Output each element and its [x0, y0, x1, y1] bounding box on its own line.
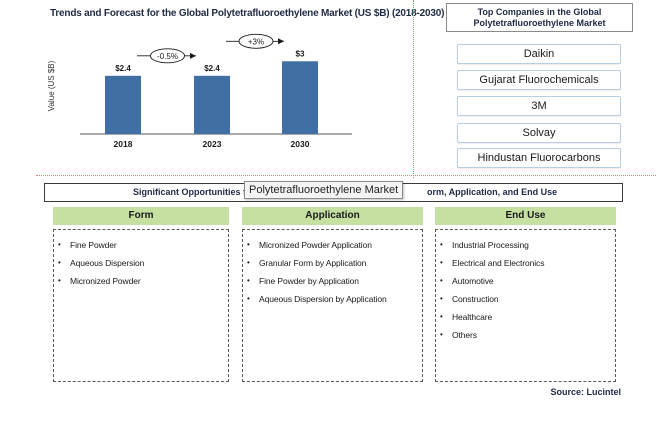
growth-arrow-head	[190, 52, 196, 59]
growth-arrow-head	[278, 38, 284, 45]
company-item: Hindustan Fluorocarbons	[457, 148, 621, 168]
category-header-form: Form	[53, 207, 229, 225]
company-item: Solvay	[457, 123, 621, 143]
list-item: Granular Form by Application	[243, 254, 422, 272]
source-label: Source: Lucintel	[550, 387, 621, 397]
list-item: Automotive	[436, 272, 615, 290]
growth-bubble	[238, 33, 274, 49]
opportunities-title-start: Significant Opportunities for	[133, 187, 255, 197]
list-item: Micronized Powder	[54, 272, 228, 290]
growth-bubble	[150, 48, 185, 64]
top-companies-title: Top Companies in the Global Polytetraflu…	[446, 3, 633, 32]
hover-tooltip: Polytetrafluoroethylene Market	[244, 181, 404, 199]
horizontal-divider	[36, 175, 656, 176]
list-item: Industrial Processing	[436, 236, 615, 254]
list-item: Fine Powder	[54, 236, 228, 254]
category-header-end-use: End Use	[435, 207, 616, 225]
bar-2030	[282, 61, 318, 134]
list-item: Aqueous Dispersion	[54, 254, 228, 272]
category-list-application: Micronized Powder ApplicationGranular Fo…	[242, 229, 423, 382]
list-item: Others	[436, 326, 615, 344]
company-item: Gujarat Fluorochemicals	[457, 70, 621, 90]
category-header-application: Application	[242, 207, 423, 225]
list-item: Micronized Powder Application	[243, 236, 422, 254]
bar-chart: Value (US $B) $2.4 2018 $2.4 2023 $3 2030 -0.5%…	[47, 33, 352, 149]
data-label-2018: $2.4	[115, 64, 131, 73]
chart-title: Trends and Forecast for the Global Polyt…	[50, 8, 445, 19]
list-item: Electrical and Electronics	[436, 254, 615, 272]
bar-2023	[194, 75, 230, 134]
category-list-form: Fine PowderAqueous DispersionMicronized …	[53, 229, 229, 382]
growth-annotation: +3%	[248, 37, 264, 46]
growth-annotation: -0.5%	[157, 52, 178, 61]
vertical-divider	[413, 0, 414, 178]
opportunities-title-end: orm, Application, and End Use	[427, 187, 558, 197]
list-item: Healthcare	[436, 308, 615, 326]
bar-2018	[105, 75, 141, 134]
x-tick-label: 2023	[203, 139, 222, 149]
data-label-2030: $3	[296, 49, 305, 58]
company-item: Daikin	[457, 44, 621, 64]
category-list-end-use: Industrial ProcessingElectrical and Elec…	[435, 229, 616, 382]
list-item: Construction	[436, 290, 615, 308]
x-tick-label: 2030	[291, 139, 310, 149]
y-axis-label: Value (US $B)	[47, 60, 56, 111]
company-item: 3M	[457, 96, 621, 116]
data-label-2023: $2.4	[204, 64, 220, 73]
list-item: Aqueous Dispersion by Application	[243, 290, 422, 308]
x-tick-label: 2018	[114, 139, 133, 149]
list-item: Fine Powder by Application	[243, 272, 422, 290]
